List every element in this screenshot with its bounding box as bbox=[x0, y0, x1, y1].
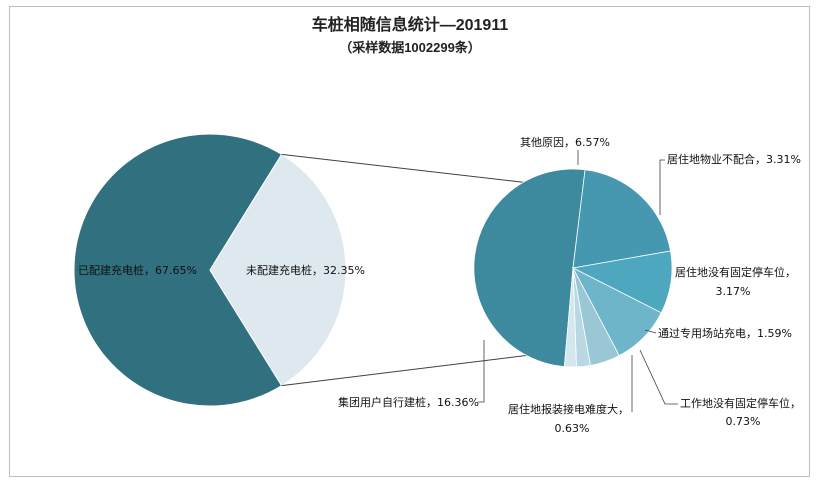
detail-label-2: 居住地物业不配合，3.31% bbox=[667, 152, 801, 166]
main-slice-1 bbox=[209, 153, 347, 387]
detail-label-0: 集团用户自行建桩，16.36% bbox=[338, 395, 479, 409]
connector-top bbox=[281, 153, 531, 184]
detail-label-6-line1: 居住地报装接电难度大， bbox=[508, 402, 629, 416]
leader-2 bbox=[659, 159, 665, 215]
detail-label-1: 其他原因，6.57% bbox=[520, 136, 610, 149]
main-label-0: 已配建充电桩，67.65% bbox=[78, 263, 197, 277]
detail-label-6-line2: 0.63% bbox=[555, 422, 590, 435]
leader-4 bbox=[644, 329, 657, 334]
detail-label-3-line1: 居住地没有固定停车位， bbox=[675, 265, 796, 279]
chart-title: 车桩相随信息统计—201911 bbox=[312, 15, 509, 34]
main-label-1: 未配建充电桩，32.35% bbox=[246, 263, 365, 277]
leader-5 bbox=[639, 349, 678, 405]
chart-subtitle: （采样数据1002299条） bbox=[339, 40, 481, 55]
detail-label-4: 通过专用场站充电，1.59% bbox=[658, 326, 792, 340]
detail-slice-6 bbox=[563, 267, 577, 368]
main-slice-0 bbox=[73, 133, 283, 407]
pie-connectors bbox=[281, 153, 531, 387]
connector-bottom bbox=[281, 354, 531, 387]
main-pie bbox=[73, 133, 347, 407]
data-labels: 已配建充电桩，67.65% 未配建充电桩，32.35% 其他原因，6.57% 居住地物… bbox=[78, 136, 801, 435]
detail-pie bbox=[473, 168, 673, 368]
detail-slice-0 bbox=[473, 168, 586, 368]
detail-label-5-line2: 0.73% bbox=[726, 415, 761, 428]
detail-slice-1 bbox=[572, 169, 671, 269]
detail-label-5-line1: 工作地没有固定停车位， bbox=[680, 396, 801, 410]
leader-0 bbox=[478, 340, 485, 403]
detail-label-3-line2: 3.17% bbox=[716, 285, 751, 298]
